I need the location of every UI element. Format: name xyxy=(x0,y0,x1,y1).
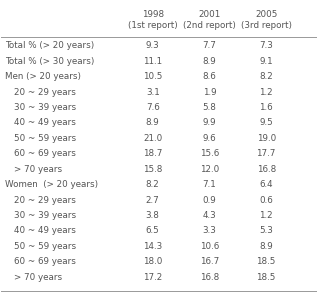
Text: 3.3: 3.3 xyxy=(203,226,216,236)
Text: 2001
(2nd report): 2001 (2nd report) xyxy=(183,10,236,30)
Text: 8.6: 8.6 xyxy=(203,72,216,81)
Text: 9.1: 9.1 xyxy=(259,57,273,66)
Text: 30 ~ 39 years: 30 ~ 39 years xyxy=(14,103,76,112)
Text: 8.2: 8.2 xyxy=(259,72,273,81)
Text: 3.8: 3.8 xyxy=(146,211,160,220)
Text: 50 ~ 59 years: 50 ~ 59 years xyxy=(14,242,76,251)
Text: 14.3: 14.3 xyxy=(143,242,162,251)
Text: 12.0: 12.0 xyxy=(200,165,219,174)
Text: 16.8: 16.8 xyxy=(200,273,219,282)
Text: 3.1: 3.1 xyxy=(146,88,160,97)
Text: 8.2: 8.2 xyxy=(146,180,160,189)
Text: 6.5: 6.5 xyxy=(146,226,160,236)
Text: 1.2: 1.2 xyxy=(259,88,273,97)
Text: 40 ~ 49 years: 40 ~ 49 years xyxy=(14,118,76,127)
Text: 1.6: 1.6 xyxy=(259,103,273,112)
Text: 6.4: 6.4 xyxy=(259,180,273,189)
Text: 2.7: 2.7 xyxy=(146,196,160,205)
Text: 8.9: 8.9 xyxy=(203,57,216,66)
Text: 0.6: 0.6 xyxy=(259,196,273,205)
Text: 1.9: 1.9 xyxy=(203,88,216,97)
Text: 15.6: 15.6 xyxy=(200,149,219,158)
Text: 17.7: 17.7 xyxy=(257,149,276,158)
Text: 19.0: 19.0 xyxy=(257,134,276,143)
Text: 10.5: 10.5 xyxy=(143,72,162,81)
Text: 5.8: 5.8 xyxy=(203,103,216,112)
Text: 40 ~ 49 years: 40 ~ 49 years xyxy=(14,226,76,236)
Text: Women  (> 20 years): Women (> 20 years) xyxy=(4,180,98,189)
Text: > 70 years: > 70 years xyxy=(14,273,62,282)
Text: 50 ~ 59 years: 50 ~ 59 years xyxy=(14,134,76,143)
Text: 5.3: 5.3 xyxy=(259,226,273,236)
Text: 17.2: 17.2 xyxy=(143,273,162,282)
Text: > 70 years: > 70 years xyxy=(14,165,62,174)
Text: 8.9: 8.9 xyxy=(259,242,273,251)
Text: 18.5: 18.5 xyxy=(257,257,276,266)
Text: 4.3: 4.3 xyxy=(203,211,216,220)
Text: 9.6: 9.6 xyxy=(203,134,216,143)
Text: 11.1: 11.1 xyxy=(143,57,162,66)
Text: 15.8: 15.8 xyxy=(143,165,162,174)
Text: Total % (> 30 years): Total % (> 30 years) xyxy=(4,57,94,66)
Text: 2005
(3rd report): 2005 (3rd report) xyxy=(241,10,292,30)
Text: 18.0: 18.0 xyxy=(143,257,162,266)
Text: 7.6: 7.6 xyxy=(146,103,160,112)
Text: Total % (> 20 years): Total % (> 20 years) xyxy=(4,41,94,50)
Text: 10.6: 10.6 xyxy=(200,242,219,251)
Text: 30 ~ 39 years: 30 ~ 39 years xyxy=(14,211,76,220)
Text: 18.7: 18.7 xyxy=(143,149,162,158)
Text: 16.8: 16.8 xyxy=(257,165,276,174)
Text: 9.5: 9.5 xyxy=(259,118,273,127)
Text: 7.7: 7.7 xyxy=(203,41,216,50)
Text: 60 ~ 69 years: 60 ~ 69 years xyxy=(14,149,76,158)
Text: 20 ~ 29 years: 20 ~ 29 years xyxy=(14,88,76,97)
Text: Men (> 20 years): Men (> 20 years) xyxy=(4,72,80,81)
Text: 7.1: 7.1 xyxy=(203,180,216,189)
Text: 1998
(1st report): 1998 (1st report) xyxy=(128,10,177,30)
Text: 18.5: 18.5 xyxy=(257,273,276,282)
Text: 16.7: 16.7 xyxy=(200,257,219,266)
Text: 9.9: 9.9 xyxy=(203,118,216,127)
Text: 0.9: 0.9 xyxy=(203,196,216,205)
Text: 20 ~ 29 years: 20 ~ 29 years xyxy=(14,196,76,205)
Text: 1.2: 1.2 xyxy=(259,211,273,220)
Text: 60 ~ 69 years: 60 ~ 69 years xyxy=(14,257,76,266)
Text: 9.3: 9.3 xyxy=(146,41,160,50)
Text: 8.9: 8.9 xyxy=(146,118,160,127)
Text: 21.0: 21.0 xyxy=(143,134,162,143)
Text: 7.3: 7.3 xyxy=(259,41,273,50)
